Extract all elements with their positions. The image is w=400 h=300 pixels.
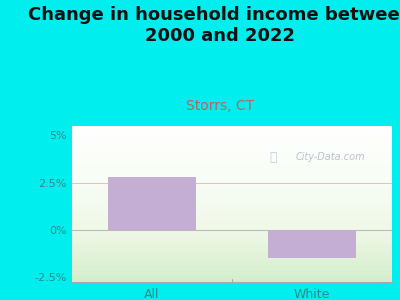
Text: City-Data.com: City-Data.com	[296, 152, 366, 162]
Bar	[268, 230, 356, 258]
Text: Storrs, CT: Storrs, CT	[186, 99, 254, 113]
Text: Ⓠ: Ⓠ	[270, 151, 277, 164]
Bar	[108, 177, 196, 230]
Text: Change in household income between
2000 and 2022: Change in household income between 2000 …	[28, 6, 400, 45]
